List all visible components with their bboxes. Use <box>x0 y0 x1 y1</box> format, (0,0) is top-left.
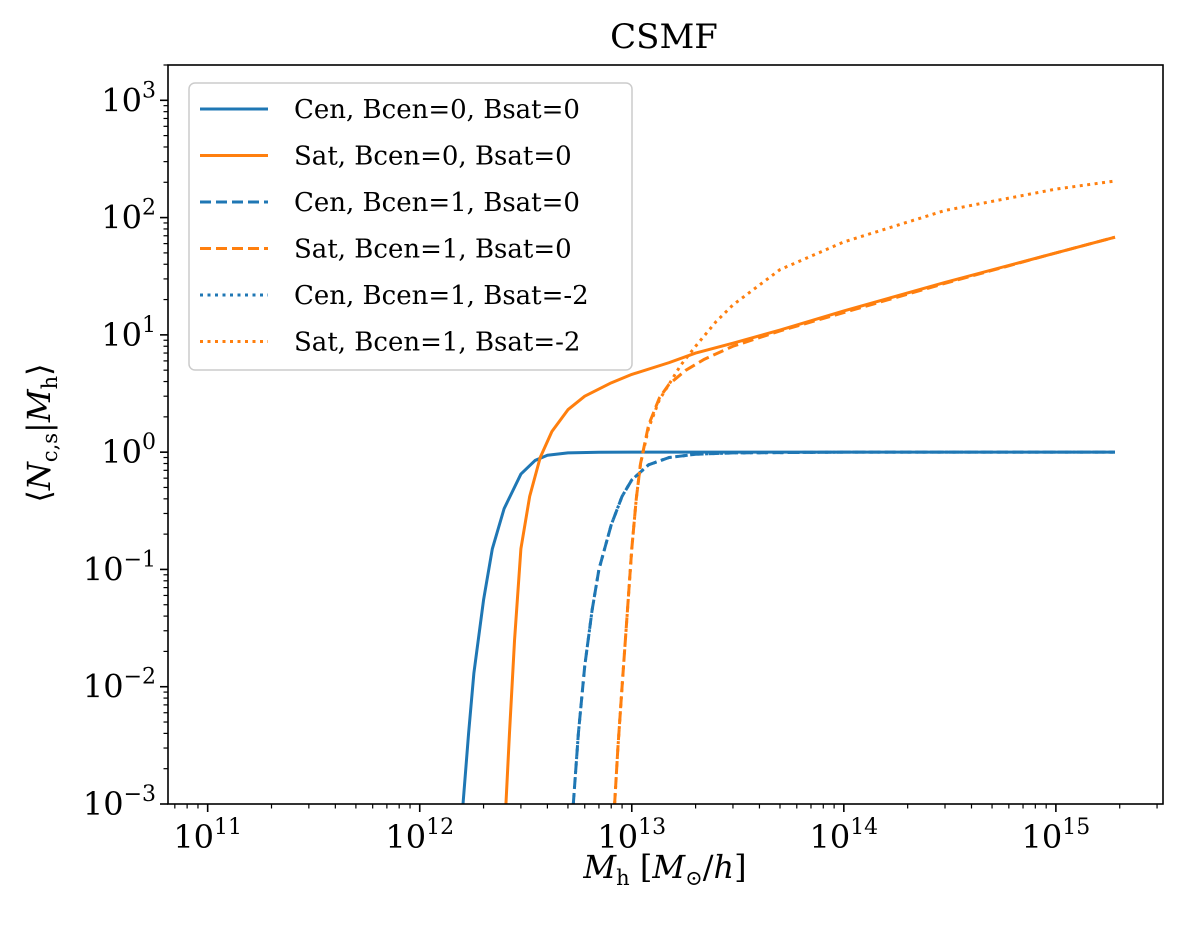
y-tick-label: 10−1 <box>83 547 156 588</box>
plot-frame <box>167 64 1164 805</box>
legend-label-3: Cen, Bcen=1, Bsat=0 <box>294 188 580 218</box>
y-axis-ticks: 10−3 10−2 10−1 100 101 102 103 <box>83 64 168 823</box>
series-line-3 <box>571 450 1115 804</box>
chart-title: CSMF <box>610 17 718 57</box>
legend-entries: Cen, Bcen=0, Bsat=0 Sat, Bcen=0, Bsat=0 Ce… <box>200 95 589 358</box>
series-line-5 <box>571 450 1115 804</box>
legend-label-1: Cen, Bcen=0, Bsat=0 <box>294 95 580 125</box>
y-tick-label: 10−3 <box>83 782 156 823</box>
y-tick-label: 10−2 <box>83 665 156 706</box>
series-line-6 <box>613 179 1116 804</box>
x-tick-label: 1014 <box>809 815 878 856</box>
y-axis-label: ⟨Nc,s|Mh⟩ <box>20 363 62 502</box>
x-tick-label: 1012 <box>385 815 454 856</box>
legend: Cen, Bcen=0, Bsat=0 Sat, Bcen=0, Bsat=0 Ce… <box>188 82 633 371</box>
y-tick-label: 101 <box>101 313 156 354</box>
x-tick-label: 1015 <box>1022 815 1091 856</box>
legend-box <box>188 82 633 371</box>
plot-content <box>461 179 1116 804</box>
legend-label-2: Sat, Bcen=0, Bsat=0 <box>294 142 572 172</box>
x-tick-label: 1013 <box>597 815 666 856</box>
legend-label-6: Sat, Bcen=1, Bsat=-2 <box>294 328 580 358</box>
legend-label-4: Sat, Bcen=1, Bsat=0 <box>294 235 572 265</box>
x-tick-label: 1011 <box>173 815 242 856</box>
x-axis-ticks: 1011 1012 1013 1014 1015 <box>173 804 1158 856</box>
y-tick-label: 100 <box>101 430 156 471</box>
x-axis-label: Mh [M⊙/h] <box>582 848 746 890</box>
y-tick-label: 103 <box>101 78 156 119</box>
legend-label-5: Cen, Bcen=1, Bsat=-2 <box>294 281 589 311</box>
series-line-4 <box>613 235 1116 804</box>
series-line-1 <box>461 450 1115 804</box>
y-tick-label: 102 <box>101 196 156 237</box>
series-line-2 <box>504 235 1116 804</box>
